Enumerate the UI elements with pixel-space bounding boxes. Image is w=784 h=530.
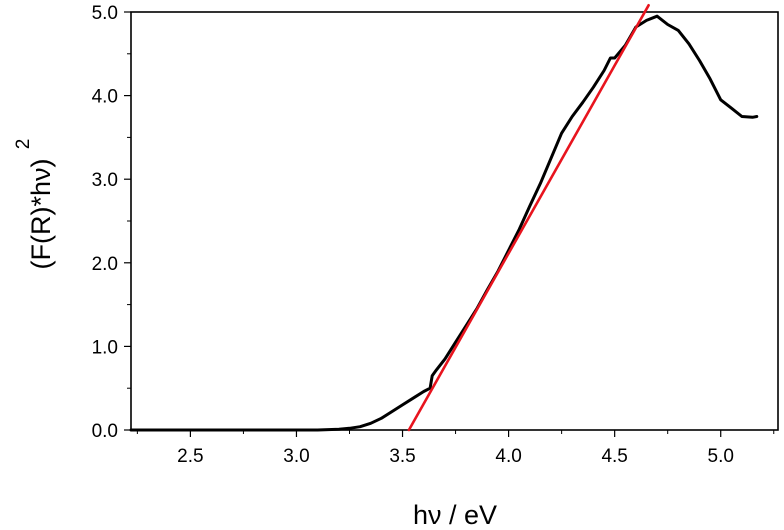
linear-fit-line [407, 4, 650, 432]
y-tick-label: 3.0 [92, 170, 118, 191]
y-axis-label-superscript: 2 [13, 139, 34, 150]
y-tick-label: 2.0 [92, 254, 118, 275]
y-tick-label: 4.0 [92, 87, 118, 108]
x-axis-label: hν / eV [413, 500, 497, 530]
y-tick-label: 1.0 [92, 337, 118, 358]
y-tick-label: 0.0 [92, 421, 118, 442]
x-tick-label: 4.0 [495, 446, 521, 467]
x-tick-label: 4.5 [601, 446, 627, 467]
y-axis-label: (F(R)*hν) [26, 159, 56, 270]
x-axis-ticks: 2.5 3.0 3.5 4.0 4.5 5.0 [136, 430, 775, 467]
x-tick-label: 2.5 [177, 446, 203, 467]
y-axis-label-group: (F(R)*hν) [26, 159, 56, 270]
data-series-line [129, 14, 759, 432]
x-tick-label: 3.5 [389, 446, 415, 467]
y-axis-superscript-group: 2 [13, 139, 34, 150]
y-axis-ticks: 0.0 1.0 2.0 3.0 4.0 5.0 [92, 3, 131, 442]
x-tick-label: 3.0 [283, 446, 309, 467]
plot-frame [130, 11, 779, 431]
x-tick-label: 5.0 [708, 446, 734, 467]
y-tick-label: 5.0 [92, 3, 118, 24]
series-group [129, 4, 759, 432]
